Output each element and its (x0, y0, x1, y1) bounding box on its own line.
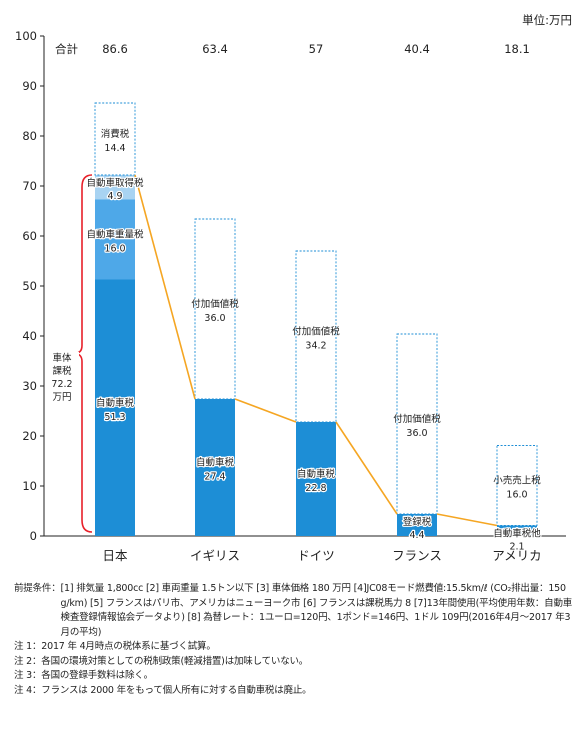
segment-value: 51.3 (104, 412, 125, 423)
segment-label: 自動車税 (196, 457, 235, 469)
connector-segment (436, 513, 498, 527)
y-tick-label: 90 (22, 79, 37, 93)
bracket-label-bg (45, 352, 79, 404)
segment-label: 小売売上税 (493, 475, 541, 487)
bar-labels: 86.6 63.4 57 40.4 18.1 日本 イギリス ドイツ フランス アメリカ 自動車税 5… (45, 42, 542, 563)
bar-segment (95, 175, 135, 200)
segment-label: 自動車取得税 (86, 177, 144, 189)
segment-value: 22.8 (305, 483, 326, 494)
segment-label: 自動車税 (297, 468, 336, 480)
total-value: 18.1 (504, 42, 530, 56)
y-tick-label: 100 (15, 29, 37, 43)
y-tick-label: 20 (22, 429, 37, 443)
y-tick-label: 60 (22, 229, 37, 243)
category-label: イギリス (190, 548, 240, 563)
bars (94, 102, 538, 536)
y-tick-label: 30 (22, 379, 37, 393)
category-label: ドイツ (297, 548, 335, 563)
y-tick-label: 80 (22, 129, 37, 143)
y-tick-label: 10 (22, 479, 37, 493)
segment-value: 36.0 (406, 428, 427, 439)
total-label: 合計 (55, 42, 78, 56)
segment-value: 16.0 (506, 490, 527, 501)
segment-value: 14.4 (104, 143, 125, 154)
bar-segment (295, 250, 337, 423)
segment-value: 27.4 (204, 472, 225, 483)
total-value: 86.6 (102, 42, 128, 56)
y-tick-label: 50 (22, 279, 37, 293)
segment-value: 34.2 (305, 341, 326, 352)
unit-label: 単位:万円 (522, 13, 572, 27)
bar-segment (497, 525, 537, 536)
bar-segment (195, 399, 235, 536)
segment-label: 自動車税他 (493, 528, 541, 540)
bracket-label: 車体 (52, 352, 72, 364)
y-tick-label: 0 (30, 529, 37, 543)
segment-value: 16.0 (104, 244, 125, 255)
bar-segment (194, 218, 236, 400)
total-value: 40.4 (404, 42, 430, 56)
bar-segment (95, 279, 135, 536)
segment-label: 付加価値税 (393, 413, 441, 425)
y-tick-label: 40 (22, 329, 37, 343)
connector-segment (134, 174, 196, 400)
note-2: 注 2：各国の環境対策としての税制政策(軽減措置)は加味していない。 (14, 655, 309, 667)
category-label: フランス (392, 548, 442, 563)
bar-segment (94, 102, 136, 176)
segment-label: 自動車税 (96, 397, 135, 409)
segment-value: 2.1 (509, 542, 524, 553)
bar-segment (397, 514, 437, 536)
conditions-label: 前提条件： (14, 583, 61, 594)
segment-label: 自動車重量税 (86, 229, 144, 241)
connector-segment (234, 398, 297, 423)
bracket-label: 72.2 (51, 379, 72, 390)
tax-comparison-chart: 0 10 20 30 40 50 60 70 80 90 100 86.6 63.4 57 40.4 18.… (15, 13, 572, 563)
segment-value: 4.4 (409, 530, 424, 541)
conditions-text: [1] 排気量 1,800cc [2] 車両重量 1.5トン以下 [3] 車体価… (60, 583, 573, 638)
total-value: 63.4 (202, 42, 228, 56)
bar-segment (396, 333, 438, 515)
note-3: 注 3：各国の登録手数料は除く。 (14, 670, 153, 681)
bracket-label: 課税 (52, 365, 72, 377)
segment-label: 付加価値税 (191, 298, 239, 310)
bar-segment (296, 422, 336, 536)
segment-label: 消費税 (101, 128, 130, 140)
bar-segment (95, 199, 135, 280)
segment-value: 36.0 (204, 313, 225, 324)
segment-value: 4.9 (107, 191, 122, 202)
category-label: 日本 (102, 548, 128, 563)
bar-segment (496, 445, 538, 526)
y-tick-label: 70 (22, 179, 37, 193)
note-4: 注 4：フランスは 2000 年をもって個人所有に対する自動車税は廃止。 (14, 684, 312, 696)
note-1: 注 1：2017 年 4月時点の税体系に基づく試算。 (14, 641, 216, 652)
category-label: アメリカ (492, 548, 541, 563)
total-value: 57 (309, 42, 324, 56)
segment-label: 付加価値税 (292, 326, 340, 338)
connector-segment (335, 421, 398, 515)
bracket-label: 万円 (52, 392, 71, 403)
notes: 前提条件： [1] 排気量 1,800cc [2] 車両重量 1.5トン以下 [… (14, 582, 574, 698)
segment-label: 登録税 (403, 516, 432, 528)
conditions: 前提条件： [1] 排気量 1,800cc [2] 車両重量 1.5トン以下 [… (14, 582, 574, 640)
